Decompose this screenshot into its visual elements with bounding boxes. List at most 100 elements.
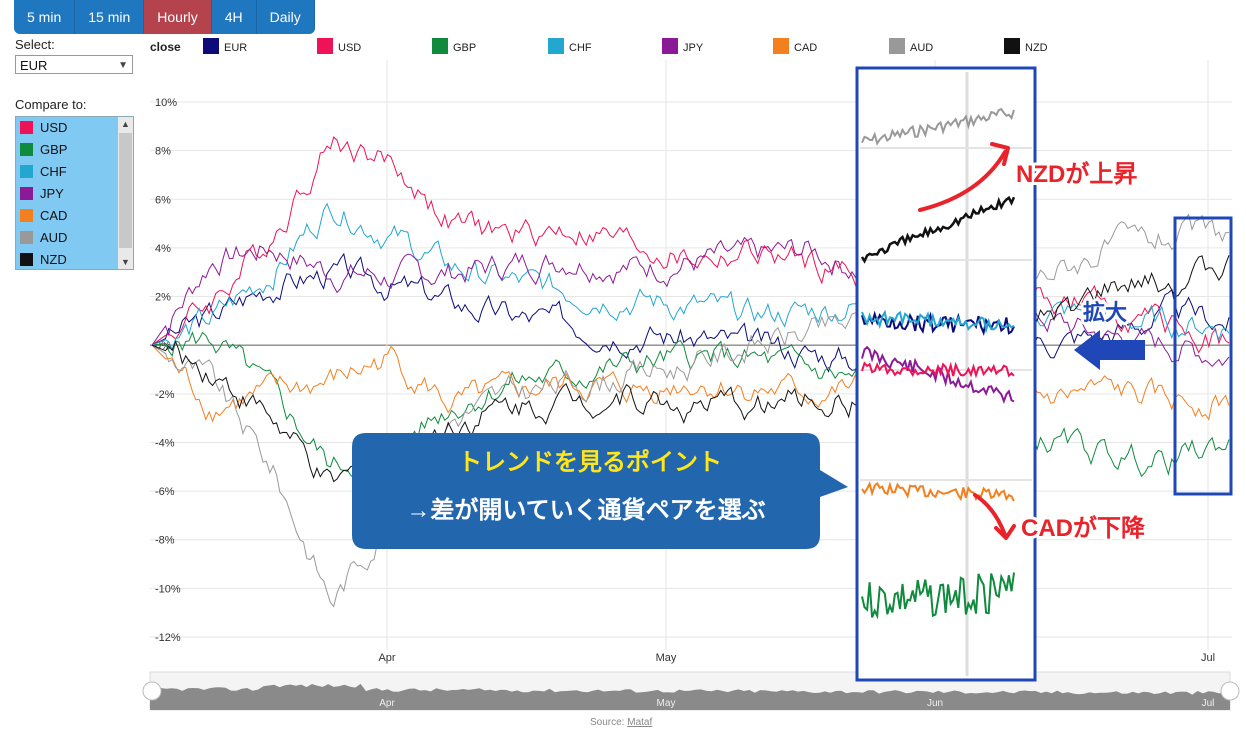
legend-label: EUR [224, 42, 247, 54]
y-tick-label: 2% [155, 292, 171, 304]
navigator-handle-right [1220, 681, 1240, 701]
x-tick-label: Apr [378, 652, 395, 664]
tab-daily[interactable]: Daily [256, 0, 315, 34]
legend-swatch [889, 38, 905, 54]
legend-swatch [1004, 38, 1020, 54]
scroll-up-icon[interactable]: ▲ [121, 119, 130, 129]
nzd-arrow [918, 150, 1007, 212]
tab-hourly[interactable]: Hourly [144, 0, 212, 34]
zoom-source-box [1173, 216, 1233, 496]
series-line-nzd [151, 255, 1230, 483]
compare-item-cad[interactable]: CAD [16, 205, 133, 227]
x-tick-label: May [656, 652, 677, 664]
compare-item-nzd[interactable]: NZD [16, 249, 133, 271]
legend-label: JPY [683, 42, 704, 54]
zoom-line-gbp [861, 572, 1015, 620]
nzd-arrow-head [990, 142, 1010, 166]
legend-label: USD [338, 42, 361, 54]
y-tick-label: -6% [155, 486, 175, 498]
y-tick-label: 0% [155, 340, 171, 352]
zoom-line-chf [861, 309, 1015, 334]
series-line-chf [151, 202, 1230, 352]
navigator-tick-label: May [657, 698, 676, 709]
navigator-background [149, 671, 1231, 711]
series-line-eur [151, 252, 1230, 385]
legend-title: close [150, 40, 181, 54]
navigator-tick-label: Jun [927, 698, 943, 709]
tab-15-min[interactable]: 15 min [75, 0, 145, 34]
compare-label: Compare to: [15, 97, 87, 112]
color-swatch [20, 187, 33, 200]
compare-listbox[interactable]: ▲ ▼ USD GBP CHF JPY CAD AUD NZD [15, 116, 134, 270]
compare-item-label: NZD [40, 252, 67, 267]
color-swatch [20, 253, 33, 266]
compare-scrollbar[interactable]: ▲ ▼ [118, 117, 133, 269]
compare-item-chf[interactable]: CHF [16, 161, 133, 183]
legend-swatch [548, 38, 564, 54]
chart-source: Source: Mataf [590, 717, 652, 728]
cad-fall-label-halo: CADが下降 [1021, 514, 1146, 542]
source-link[interactable]: Mataf [627, 717, 653, 728]
y-tick-label: -12% [155, 632, 181, 644]
scrollbar-thumb[interactable] [119, 133, 132, 248]
tab-5-min[interactable]: 5 min [14, 0, 76, 34]
legend-swatch [203, 38, 219, 54]
series-line-usd [151, 136, 1230, 354]
navigator-tick-label: Apr [379, 698, 395, 709]
cad-fall-label: CADが下降 [1021, 514, 1146, 542]
legend-label: CHF [569, 42, 592, 54]
callout-title: トレンドを見るポイント [458, 448, 722, 476]
zoom-line-nzd [860, 195, 1016, 264]
compare-item-label: GBP [40, 142, 68, 157]
compare-item-label: CAD [40, 208, 68, 223]
y-tick-label: -4% [155, 437, 175, 449]
zoom-panel-bg [857, 68, 1035, 680]
compare-item-label: CHF [40, 164, 67, 179]
tab-4h[interactable]: 4H [211, 0, 257, 34]
color-swatch [20, 209, 33, 222]
y-tick-label: -8% [155, 535, 175, 547]
legend-swatch [662, 38, 678, 54]
callout-subtitle: →差が開いていく通貨ペアを選ぶ [406, 496, 765, 524]
compare-item-aud[interactable]: AUD [16, 227, 133, 249]
series-line-aud [151, 213, 1229, 608]
compare-item-jpy[interactable]: JPY [16, 183, 133, 205]
y-tick-label: -2% [155, 389, 175, 401]
color-swatch [20, 231, 33, 244]
x-tick-label: Jul [1201, 652, 1215, 664]
zoom-line-usd [861, 361, 1015, 379]
compare-item-label: USD [40, 120, 68, 135]
legend-swatch [773, 38, 789, 54]
compare-item-label: JPY [40, 186, 64, 201]
base-currency-value: EUR [20, 58, 48, 73]
legend-label: CAD [794, 42, 817, 54]
zoom-label: 拡大 [1083, 300, 1127, 325]
cad-arrow-head [994, 524, 1016, 540]
cad-arrow [973, 493, 1007, 537]
legend-label: GBP [453, 42, 476, 54]
base-currency-select[interactable]: EUR ▼ [15, 55, 133, 74]
timeframe-tabs: 5 min 15 min Hourly 4H Daily [14, 0, 315, 34]
zoom-line-aud [861, 107, 1015, 146]
chevron-down-icon: ▼ [118, 60, 128, 71]
compare-item-usd[interactable]: USD [16, 117, 133, 139]
zoom-line-jpy [861, 345, 1015, 404]
callout-bubble [352, 433, 848, 549]
navigator-area [150, 683, 1230, 710]
y-tick-label: 6% [155, 194, 171, 206]
zoom-line-cad [861, 481, 1015, 502]
nzd-rise-label-halo: NZDが上昇 [1016, 160, 1137, 188]
legend-label: AUD [910, 42, 933, 54]
source-prefix: Source: [590, 717, 628, 728]
series-line-cad [151, 344, 1230, 423]
scroll-down-icon[interactable]: ▼ [121, 257, 130, 267]
series-line-gbp [151, 331, 1230, 479]
compare-item-label: AUD [40, 230, 68, 245]
select-label: Select: [15, 37, 55, 52]
y-tick-label: 4% [155, 243, 171, 255]
zoom-line-eur [861, 310, 1015, 337]
compare-item-gbp[interactable]: GBP [16, 139, 133, 161]
y-tick-label: 8% [155, 146, 171, 158]
color-swatch [20, 121, 33, 134]
